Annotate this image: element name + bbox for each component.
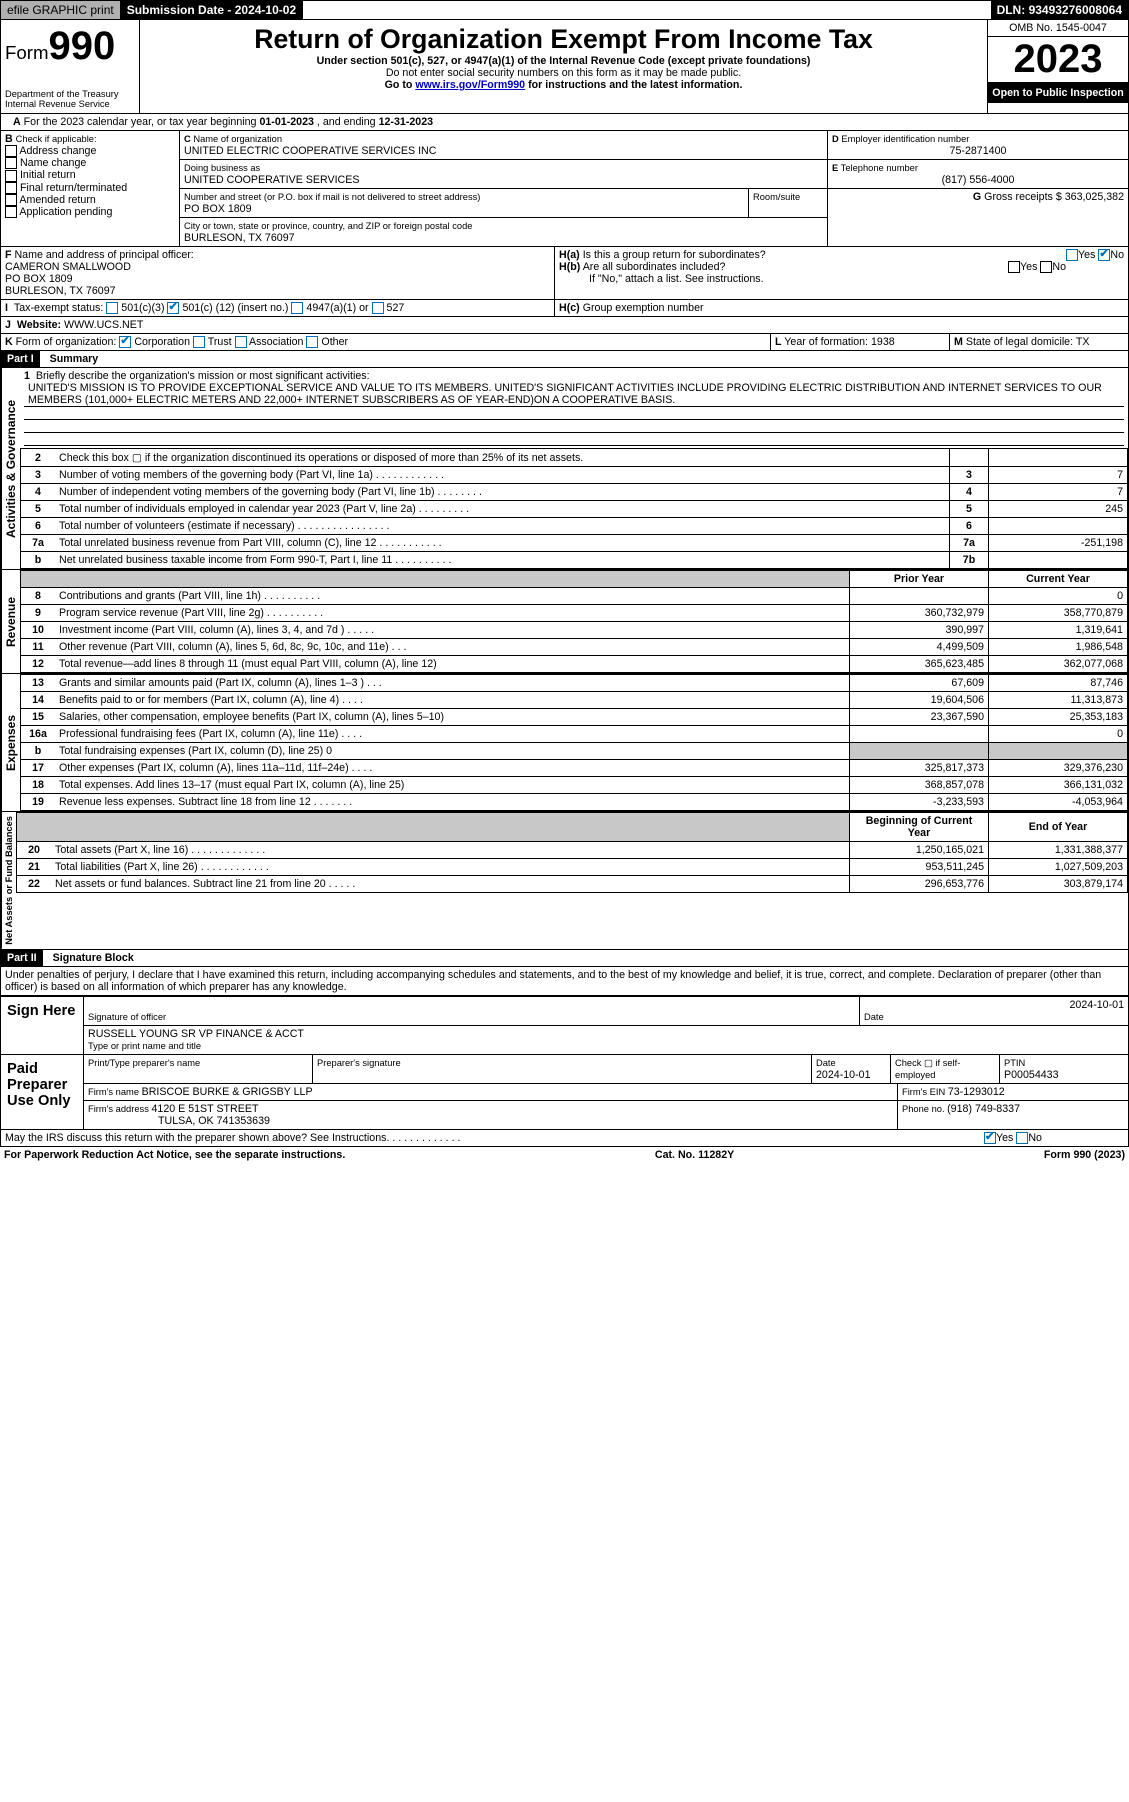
topbar: efile GRAPHIC print Submission Date - 20… [0, 0, 1129, 20]
box-g: G Gross receipts $ 363,025,382 [828, 189, 1128, 205]
tax-year: 2023 [988, 37, 1128, 83]
public-inspection: Open to Public Inspection [988, 83, 1128, 103]
dln: DLN: 93493276008064 [991, 1, 1128, 19]
box-c-dba: Doing business as UNITED COOPERATIVE SER… [180, 160, 827, 189]
irs-link[interactable]: www.irs.gov/Form990 [415, 79, 525, 91]
submission-date: Submission Date - 2024-10-02 [121, 1, 303, 19]
omb-number: OMB No. 1545-0047 [988, 20, 1128, 37]
section-netassets: Net Assets or Fund Balances [1, 812, 16, 949]
part2-title: Signature Block [43, 952, 134, 964]
sign-here-block: Sign Here Signature of officer 2024-10-0… [0, 996, 1129, 1055]
part1-title: Summary [40, 353, 99, 365]
page-footer: For Paperwork Reduction Act Notice, see … [0, 1147, 1129, 1163]
paid-preparer-block: Paid Preparer Use Only Print/Type prepar… [0, 1055, 1129, 1130]
goto-link: Go to www.irs.gov/Form990 for instructio… [144, 79, 983, 91]
dept-treasury: Department of the Treasury [5, 89, 135, 99]
part1-header: Part I [1, 351, 40, 367]
box-h-note: If "No," attach a list. See instructions… [559, 273, 1124, 285]
discuss-answer: Yes No [980, 1130, 1128, 1146]
box-h-c: H(c) Group exemption number [555, 300, 708, 316]
section-governance: Activities & Governance [1, 368, 20, 569]
perjury-text: Under penalties of perjury, I declare th… [0, 967, 1129, 996]
part2-header: Part II [1, 950, 43, 966]
irs-label: Internal Revenue Service [5, 99, 135, 109]
box-j: J Website: WWW.UCS.NET [1, 317, 147, 333]
mission-label: Briefly describe the organization's miss… [36, 370, 370, 382]
box-l: L Year of formation: 1938 [771, 334, 950, 350]
form-title: Return of Organization Exempt From Incom… [144, 24, 983, 55]
subtitle: Under section 501(c), 527, or 4947(a)(1)… [144, 55, 983, 67]
box-c-street: Number and street (or P.O. box if mail i… [180, 189, 749, 217]
box-b: B Check if applicable: Address change Na… [1, 131, 180, 246]
box-i: I Tax-exempt status: 501(c)(3) 501(c) (1… [1, 300, 555, 316]
box-e: E Telephone number (817) 556-4000 [828, 160, 1128, 189]
box-c-city: City or town, state or province, country… [180, 218, 827, 246]
box-c-name: C Name of organization UNITED ELECTRIC C… [180, 131, 827, 160]
officer-name: RUSSELL YOUNG SR VP FINANCE & ACCT [88, 1028, 304, 1040]
section-revenue: Revenue [1, 570, 20, 673]
box-h-b: H(b) Are all subordinates included? Yes … [559, 261, 1124, 273]
box-m: M State of legal domicile: TX [950, 334, 1128, 350]
efile-label: efile GRAPHIC print [1, 1, 121, 19]
box-a-row: A For the 2023 calendar year, or tax yea… [0, 114, 1129, 131]
box-k: K Form of organization: Corporation Trus… [1, 334, 771, 350]
box-d: D Employer identification number 75-2871… [828, 131, 1128, 160]
section-expenses: Expenses [1, 674, 20, 811]
form-header: Form990 Department of the Treasury Inter… [0, 20, 1129, 114]
room-suite: Room/suite [753, 192, 800, 202]
mission-text: UNITED'S MISSION IS TO PROVIDE EXCEPTION… [24, 382, 1124, 407]
ssn-warning: Do not enter social security numbers on … [144, 67, 983, 79]
discuss-text: May the IRS discuss this return with the… [1, 1130, 980, 1146]
box-f: F Name and address of principal officer:… [1, 247, 555, 299]
box-h-a: H(a) Is this a group return for subordin… [559, 249, 1124, 261]
form-number: Form990 [5, 24, 135, 69]
